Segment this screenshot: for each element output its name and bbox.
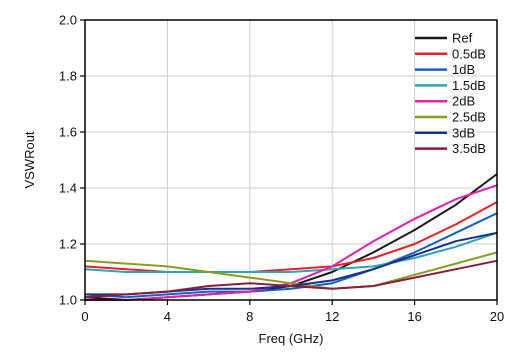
y-axis-label: VSWRout <box>22 131 37 188</box>
grid <box>85 20 497 300</box>
x-tick-label: 20 <box>490 309 504 324</box>
series-line-3 <box>84 231 498 273</box>
x-tick-label: 12 <box>325 309 339 324</box>
series-line-5 <box>84 251 498 290</box>
legend-label: 1.5dB <box>452 78 486 93</box>
legend-label: 3.5dB <box>452 141 486 156</box>
y-tick-label: 1.8 <box>59 69 77 84</box>
y-tick-label: 1.4 <box>59 181 77 196</box>
legend-label: 1dB <box>452 62 475 77</box>
x-tick-label: 16 <box>407 309 421 324</box>
series-line-0 <box>84 173 498 301</box>
legend-label: Ref <box>452 31 473 46</box>
series-line-2 <box>84 212 498 299</box>
tick-group: 0 4 8 12 16 20 1.0 1.2 1.4 1.6 1.8 2.0 <box>59 13 504 325</box>
series-line-7 <box>84 259 498 299</box>
legend-label: 0.5dB <box>452 46 486 61</box>
y-tick-label: 2.0 <box>59 13 77 28</box>
x-tick-label: 0 <box>81 309 88 324</box>
y-tick-label: 1.6 <box>59 125 77 140</box>
plot-frame <box>84 19 498 301</box>
series-line-1 <box>84 201 498 273</box>
y-tick-label: 1.2 <box>59 237 77 252</box>
x-tick-label: 4 <box>164 309 171 324</box>
x-tick-label: 8 <box>246 309 253 324</box>
legend-label: 3dB <box>452 125 475 140</box>
legend-label: 2.5dB <box>452 110 486 125</box>
x-axis-label: Freq (GHz) <box>259 331 324 346</box>
y-tick-label: 1.0 <box>59 293 77 308</box>
series-group <box>84 173 498 301</box>
legend-label: 2dB <box>452 94 475 109</box>
